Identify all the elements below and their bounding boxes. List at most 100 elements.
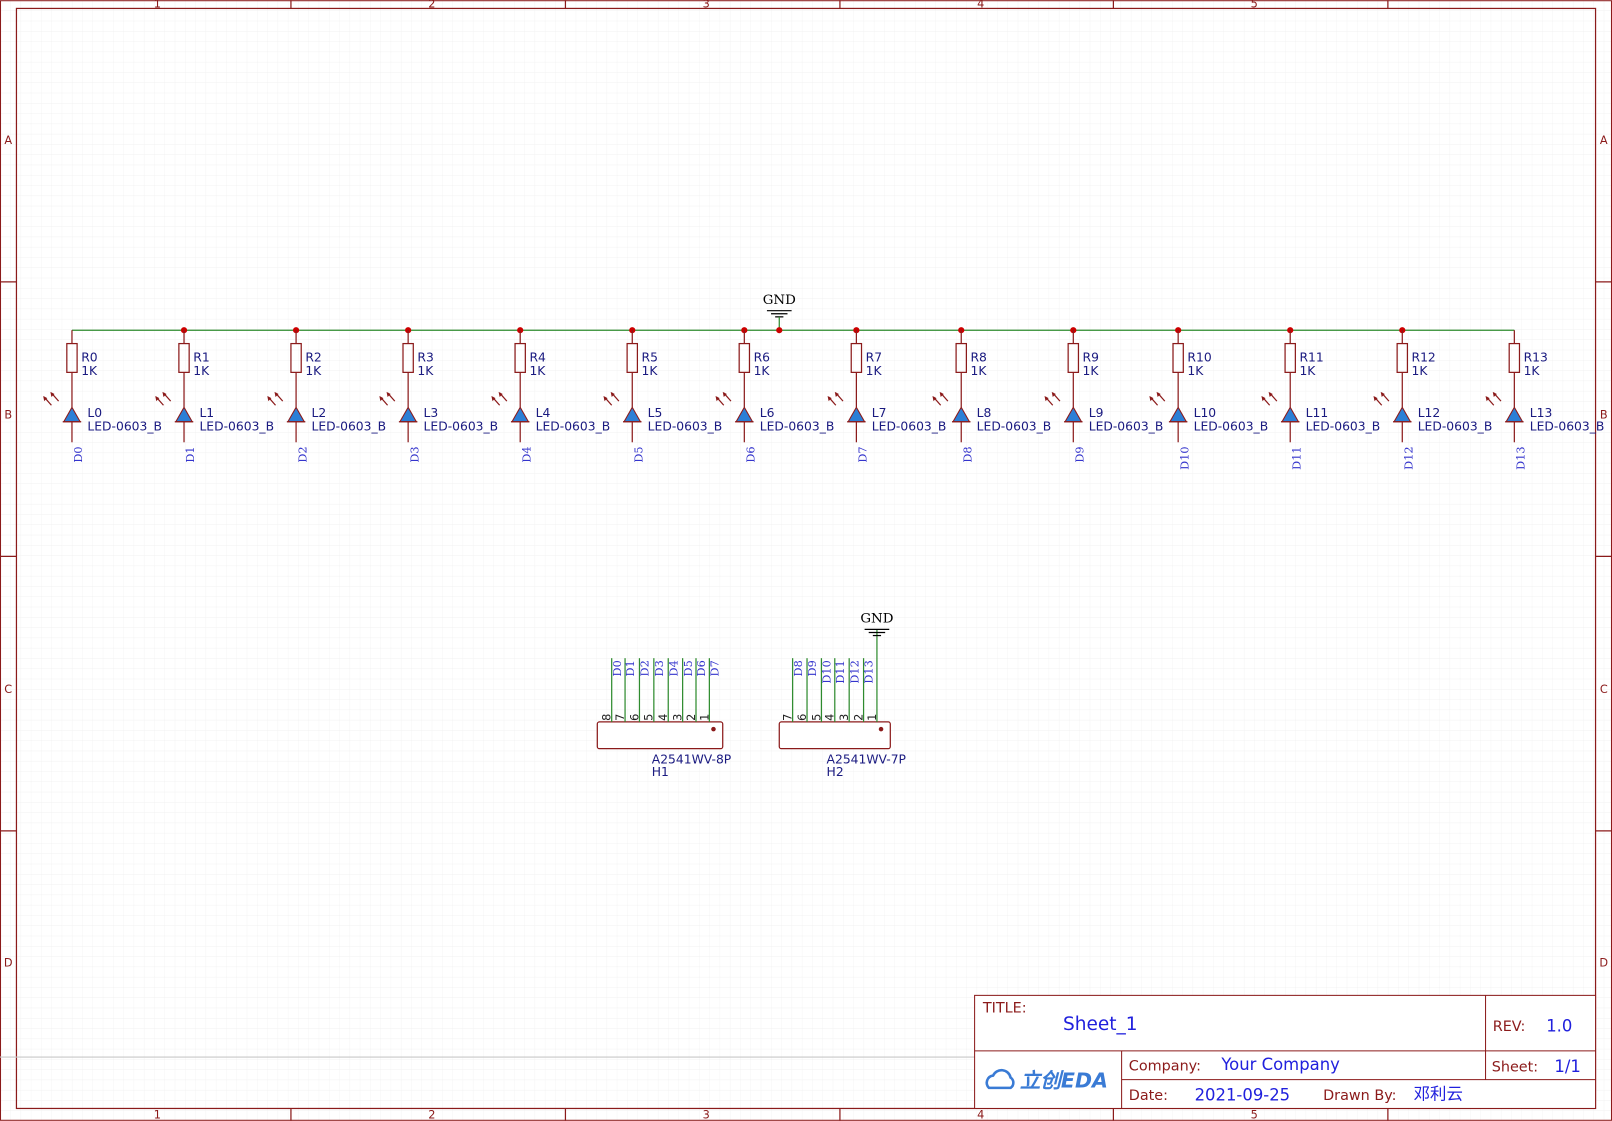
resistance: 1K: [1083, 364, 1100, 378]
drawn-by: 邓利云: [1414, 1085, 1463, 1104]
led-package: LED-0603_B: [1306, 419, 1381, 433]
pin-number: 3: [672, 714, 685, 721]
net-label: D7: [857, 446, 870, 462]
led-designator: L12: [1418, 406, 1441, 420]
title-label: TITLE:: [982, 1001, 1027, 1017]
led-arrow-head: [1156, 391, 1161, 398]
led-arrow-head: [43, 396, 48, 402]
led-arrow-head: [1373, 396, 1378, 402]
column-label: 2: [428, 0, 435, 10]
resistor-designator: R4: [529, 350, 546, 364]
column-label: 1: [154, 0, 161, 10]
column-label: 5: [1251, 1109, 1258, 1121]
led-arrow-head: [827, 396, 832, 402]
led-arrow-head: [267, 396, 272, 402]
connector-designator: H2: [827, 765, 844, 779]
resistance: 1K: [193, 364, 210, 378]
pin-number: 1: [698, 714, 711, 721]
resistor-designator: R7: [866, 350, 882, 364]
title-block: TITLE: Sheet_1 REV: 1.0 Company: Your Co…: [974, 994, 1597, 1109]
pin-number: 6: [628, 714, 641, 721]
pin-number: 1: [866, 714, 879, 721]
led-arrow-head: [834, 391, 839, 398]
column-label: 2: [428, 1109, 435, 1121]
net-label: D4: [667, 660, 680, 676]
net-label: D1: [624, 660, 637, 676]
company-label: Company:: [1129, 1058, 1201, 1074]
resistor-designator: R2: [305, 350, 321, 364]
resistor-designator: R11: [1299, 350, 1323, 364]
resistance: 1K: [1299, 364, 1316, 378]
led-arrow-head: [1268, 391, 1273, 398]
net-label: D2: [296, 446, 309, 462]
row-label: A: [4, 134, 12, 147]
row-label: D: [1599, 957, 1608, 970]
net-label: D1: [184, 446, 197, 462]
title: Sheet_1: [1063, 1014, 1138, 1035]
column-label: 3: [703, 0, 710, 10]
net-label: D7: [709, 660, 722, 676]
connector-part: A2541WV-7P: [827, 752, 907, 766]
resistor-designator: R9: [1083, 350, 1099, 364]
led-arrow-head: [1485, 396, 1490, 402]
title-block-frame: [974, 994, 1597, 1109]
connector-part: A2541WV-8P: [652, 752, 732, 766]
led-arrow-head: [1051, 391, 1056, 398]
date: 2021-09-25: [1195, 1086, 1291, 1105]
company: Your Company: [1220, 1055, 1340, 1074]
row-label: A: [1600, 134, 1608, 147]
led-arrow-head: [610, 391, 615, 398]
pin-number: 7: [782, 714, 795, 721]
led-arrow-head: [491, 396, 496, 402]
resistance: 1K: [81, 364, 98, 378]
resistance: 1K: [866, 364, 883, 378]
net-label: D0: [72, 446, 85, 462]
led-package: LED-0603_B: [1418, 419, 1493, 433]
pin-number: 6: [796, 714, 809, 721]
resistor-designator: R0: [81, 350, 98, 364]
gnd-label: GND: [860, 612, 893, 627]
column-label: 4: [977, 0, 984, 10]
net-label: D6: [745, 446, 758, 462]
led-designator: L5: [648, 406, 663, 420]
led-package: LED-0603_B: [312, 419, 387, 433]
net-label: D13: [863, 660, 876, 683]
led-package: LED-0603_B: [977, 419, 1052, 433]
led-arrow-head: [274, 391, 279, 398]
row-label: D: [4, 957, 13, 970]
pin-number: 5: [643, 714, 656, 721]
logo-icon: [985, 1068, 1015, 1090]
net-label: D10: [821, 660, 834, 683]
sheet-label: Sheet:: [1492, 1059, 1538, 1075]
led-arrow-head: [939, 391, 944, 398]
led-package: LED-0603_B: [199, 419, 274, 433]
led-package: LED-0603_B: [536, 419, 611, 433]
led-package: LED-0603_B: [872, 419, 947, 433]
resistance: 1K: [970, 364, 987, 378]
pin-one-marker: [711, 726, 716, 732]
led-designator: L2: [312, 406, 327, 420]
resistor-designator: R10: [1187, 350, 1211, 364]
resistance: 1K: [1412, 364, 1429, 378]
resistance: 1K: [1187, 364, 1204, 378]
led-arrow-head: [162, 391, 167, 398]
led-package: LED-0603_B: [424, 419, 499, 433]
net-label: D3: [653, 660, 666, 676]
resistance: 1K: [754, 364, 771, 378]
net-label: D11: [1290, 446, 1303, 469]
inner-frame: [15, 7, 1597, 1110]
resistance: 1K: [1524, 364, 1541, 378]
date-label: Date:: [1129, 1088, 1168, 1104]
led-arrow-head: [1149, 396, 1154, 402]
pin-number: 2: [685, 714, 698, 721]
net-label: D13: [1515, 446, 1528, 469]
led-package: LED-0603_B: [1530, 419, 1605, 433]
led-designator: L10: [1194, 406, 1217, 420]
led-designator: L3: [424, 406, 439, 420]
led-designator: L7: [872, 406, 887, 420]
led-designator: L6: [760, 406, 775, 420]
sheet: 1/1: [1554, 1057, 1580, 1076]
column-label: 3: [703, 1109, 710, 1121]
